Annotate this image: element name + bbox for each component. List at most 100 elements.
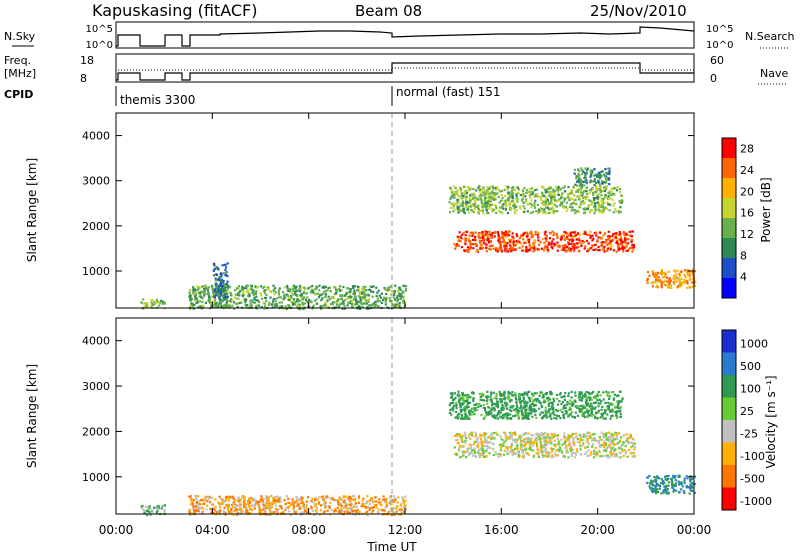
scatter-cell-region-2 — [368, 508, 371, 511]
scatter-cell-region-2 — [310, 300, 313, 303]
scatter-cell-region-5 — [601, 242, 604, 245]
scatter-cell-region-3 — [539, 402, 542, 405]
scatter-cell-region-4 — [535, 438, 538, 442]
scatter-cell-region-1 — [145, 302, 148, 305]
scatter-cell-region-4 — [537, 208, 541, 211]
scatter-cell-region-2 — [203, 500, 206, 503]
scatter-cell-region-4 — [470, 208, 473, 212]
scatter-cell-region-2 — [346, 507, 349, 510]
scatter-cell-region-6 — [581, 169, 584, 172]
scatter-cell-region-4 — [563, 442, 566, 445]
scatter-cell-region-4 — [536, 445, 539, 448]
scatter-cell-region-4 — [548, 451, 551, 454]
scatter-cell-region-5 — [603, 232, 607, 235]
scatter-cell-region-6 — [579, 185, 583, 188]
scatter-cell-region-4 — [579, 204, 582, 207]
scatter-cell-region-3 — [499, 393, 502, 396]
scatter-cell-region-3 — [597, 409, 600, 413]
scatter-cell-region-5 — [631, 243, 634, 247]
scatter-cell-region-4 — [571, 202, 574, 205]
scatter-cell-region-4 — [596, 201, 599, 204]
scatter-cell-region-4 — [589, 189, 592, 192]
scatter-cell-region-2 — [280, 507, 283, 510]
scatter-cell-region-5 — [505, 235, 508, 238]
scatter-cell-region-4 — [621, 449, 624, 452]
scatter-cell-region-4 — [495, 206, 498, 209]
scatter-cell-region-4 — [546, 204, 549, 207]
scatter-cell-region-2 — [298, 299, 301, 303]
scatter-cell-region-4 — [551, 207, 554, 210]
scatter-cell-region-2 — [249, 508, 252, 511]
scatter-cell-region-2 — [393, 303, 396, 306]
scatter-cell-region-3 — [463, 405, 466, 409]
scatter-cell-region-3 — [618, 407, 621, 410]
scatter-cell-region-3 — [527, 413, 531, 416]
scatter-cell-region-2 — [367, 300, 370, 304]
scatter-cell-region-4 — [459, 189, 462, 192]
scatter-cell-region-2 — [331, 303, 335, 306]
scatter-cell-region-5 — [544, 233, 547, 236]
scatter-cell-region-4 — [476, 451, 480, 454]
scatter-cell-region-2 — [393, 296, 396, 299]
scatter-cell-region-5 — [547, 250, 550, 253]
scatter-cell-region-3 — [549, 401, 552, 404]
scatter-cell-region-3 — [219, 290, 222, 293]
scatter-cell-region-4 — [552, 188, 555, 191]
scatter-cell-region-4 — [567, 456, 570, 459]
scatter-cell-region-2 — [267, 503, 270, 506]
scatter-cell-region-1 — [148, 505, 151, 508]
scatter-cell-region-2 — [199, 291, 202, 294]
scatter-cell-region-3 — [505, 415, 508, 418]
scatter-cell-region-7 — [662, 272, 665, 275]
scatter-cell-region-3 — [523, 402, 526, 405]
scatter-cell-region-3 — [574, 391, 577, 394]
scatter-cell-region-4 — [549, 442, 552, 445]
scatter-cell-region-2 — [190, 498, 193, 502]
scatter-cell-region-5 — [501, 233, 504, 236]
scatter-cell-region-5 — [656, 488, 659, 491]
scatter-cell-region-4 — [598, 445, 601, 448]
scatter-cell-region-1 — [161, 505, 164, 508]
scatter-cell-region-6 — [608, 170, 611, 173]
scatter-cell-region-2 — [393, 293, 396, 296]
scatter-cell-region-4 — [473, 207, 476, 210]
scatter-cell-region-2 — [197, 292, 200, 295]
scatter-cell-region-4 — [473, 194, 476, 197]
scatter-cell-region-4 — [543, 208, 546, 211]
scatter-cell-region-3 — [569, 413, 572, 416]
scatter-cell-region-2 — [365, 289, 368, 292]
scatter-cell-region-3 — [522, 407, 525, 410]
scatter-cell-region-7 — [683, 278, 686, 282]
scatter-cell-region-3 — [552, 411, 555, 414]
scatter-cell-region-4 — [517, 188, 520, 191]
scatter-cell-region-3 — [455, 405, 458, 408]
scatter-cell-region-4 — [477, 198, 480, 201]
scatter-cell-region-5 — [610, 244, 613, 247]
scatter-cell-region-3 — [450, 413, 453, 416]
scatter-cell-region-2 — [189, 289, 192, 293]
scatter-cell-region-3 — [485, 396, 488, 399]
scatter-cell-region-3 — [590, 414, 593, 417]
scatter-cell-region-3 — [520, 394, 523, 397]
scatter-cell-region-4 — [560, 194, 563, 197]
scatter-cell-region-5 — [612, 238, 615, 241]
scatter-cell-region-3 — [515, 398, 518, 401]
scatter-cell-region-4 — [520, 449, 523, 452]
scatter-cell-region-2 — [237, 496, 240, 499]
scatter-cell-region-5 — [568, 238, 571, 241]
scatter-cell-region-2 — [295, 510, 298, 513]
scatter-cell-region-7 — [659, 279, 662, 282]
scatter-cell-region-2 — [349, 500, 352, 504]
scatter-cell-region-5 — [533, 249, 536, 252]
scatter-cell-region-5 — [612, 249, 615, 252]
scatter-cell-region-3 — [545, 414, 548, 417]
scatter-cell-region-2 — [239, 290, 242, 293]
scatter-cell-region-3 — [530, 410, 533, 413]
scatter-cell-region-4 — [542, 187, 545, 190]
scatter-cell-region-4 — [559, 204, 562, 207]
scatter-cell-region-3 — [448, 411, 451, 414]
scatter-cell-region-6 — [603, 175, 607, 178]
scatter-cell-region-2 — [222, 288, 226, 291]
scatter-cell-region-2 — [346, 511, 350, 514]
scatter-cell-region-4 — [480, 198, 483, 201]
